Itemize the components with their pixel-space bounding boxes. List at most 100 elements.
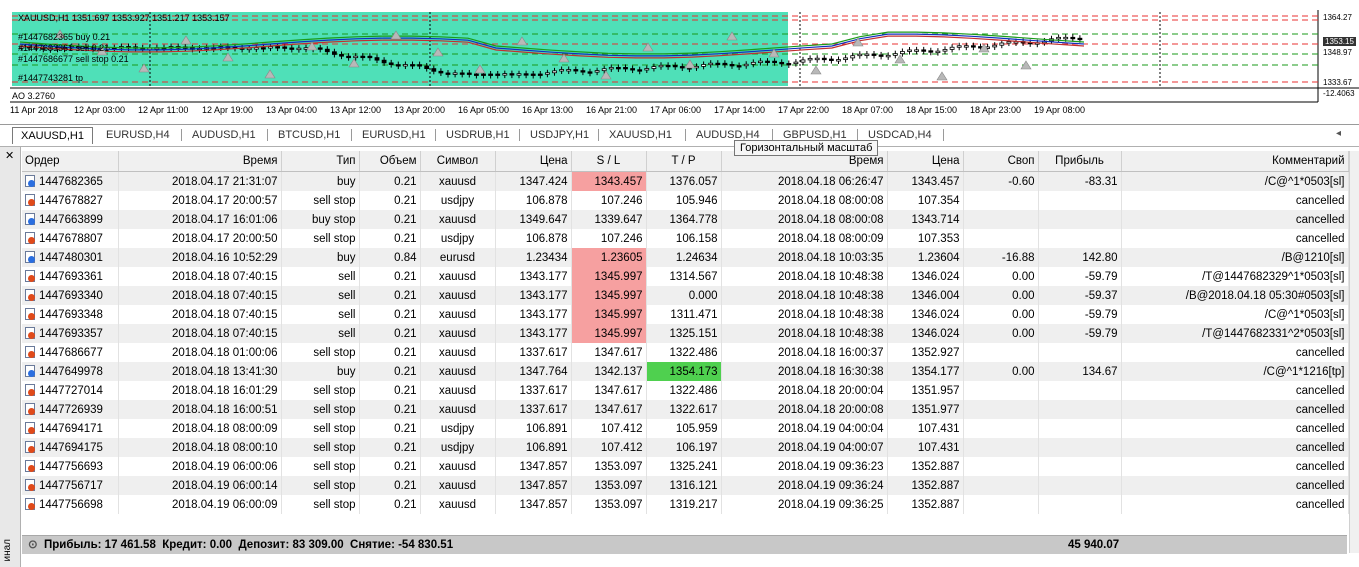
tab-chart[interactable]: EURUSD,H4 xyxy=(106,129,170,141)
candle-body xyxy=(963,45,969,48)
table-row[interactable]: 1447694171 2018.04.18 08:00:09 sell stop 0.… xyxy=(22,419,1349,438)
tab-chart[interactable]: XAUUSD,H1 xyxy=(12,127,93,144)
table-row[interactable]: 1447693348 2018.04.18 07:40:15 sell 0.21 xau… xyxy=(22,305,1349,324)
table-row[interactable]: 1447693340 2018.04.18 07:40:15 sell 0.21 xau… xyxy=(22,286,1349,305)
col-header-price[interactable]: Цена xyxy=(495,151,572,172)
table-row[interactable]: 1447756693 2018.04.19 06:00:06 sell stop 0.… xyxy=(22,457,1349,476)
candle-body xyxy=(473,73,479,76)
candle-body xyxy=(410,64,415,67)
vertical-scrollbar[interactable] xyxy=(1349,151,1359,553)
table-row[interactable]: 1447756717 2018.04.19 06:00:14 sell stop 0.… xyxy=(22,476,1349,495)
table-row[interactable]: 1447693361 2018.04.18 07:40:15 sell 0.21 xau… xyxy=(22,267,1349,286)
price-chart[interactable]: XAUUSD,H1 1351.697 1353.927 1351.217 135… xyxy=(0,0,1359,120)
table-row[interactable]: 1447678827 2018.04.17 20:00:57 sell stop 0.… xyxy=(22,191,1349,210)
col-header-close-time[interactable]: Время xyxy=(721,151,888,172)
candle-body xyxy=(928,50,934,53)
cell-open-price: 106.891 xyxy=(495,419,572,438)
table-row[interactable]: 1447694175 2018.04.18 08:00:10 sell stop 0.… xyxy=(22,438,1349,457)
table-row[interactable]: 1447726939 2018.04.18 16:00:51 sell stop 0.… xyxy=(22,400,1349,419)
summary-bar: ⊙ Прибыль: 17 461.58 Кредит: 0.00 Депози… xyxy=(22,535,1347,554)
table-row[interactable]: 1447663899 2018.04.17 16:01:06 buy stop 0.2… xyxy=(22,210,1349,229)
candle-body xyxy=(878,54,884,57)
cell-stop-loss: 1343.457 xyxy=(571,171,647,191)
tab-chart[interactable]: XAUUSD,H1 xyxy=(609,129,672,141)
cell-profit: 134.67 xyxy=(1038,362,1122,381)
col-header-close-price[interactable]: Цена xyxy=(887,151,964,172)
col-header-comment[interactable]: Комментарий xyxy=(1121,151,1349,172)
cell-take-profit: 105.959 xyxy=(646,419,722,438)
candle-body xyxy=(523,73,529,76)
cell-close-price: 1346.024 xyxy=(887,305,964,324)
col-header-swap[interactable]: Своп xyxy=(963,151,1039,172)
tab-chart[interactable]: USDRUB,H1 xyxy=(446,129,510,141)
cell-take-profit: 1354.173 xyxy=(646,362,722,381)
col-header-tp[interactable]: T / P xyxy=(646,151,722,172)
col-header-time[interactable]: Время xyxy=(118,151,282,172)
tab-chart[interactable]: AUDUSD,H4 xyxy=(696,129,760,141)
cell-open-price: 106.878 xyxy=(495,191,572,210)
cell-order-id: 1447686677 xyxy=(22,343,119,362)
col-header-type[interactable]: Тип xyxy=(281,151,360,172)
table-row[interactable]: 1447649978 2018.04.18 13:41:30 buy 0.21 xauu… xyxy=(22,362,1349,381)
y-axis-label: 1333.67 xyxy=(1323,78,1352,87)
table-row[interactable]: 1447727014 2018.04.18 16:01:29 sell stop 0.… xyxy=(22,381,1349,400)
table-row[interactable]: 1447756698 2018.04.19 06:00:09 sell stop 0.… xyxy=(22,495,1349,514)
candle-body xyxy=(786,63,792,66)
x-axis-label: 16 Apr 05:00 xyxy=(458,105,510,115)
candle-body xyxy=(417,64,423,67)
summary-icon: ⊙ xyxy=(28,539,38,551)
tab-chart[interactable]: AUDUSD,H1 xyxy=(192,129,256,141)
candle-body xyxy=(779,61,785,65)
chart-canvas[interactable] xyxy=(0,0,1359,120)
cell-take-profit: 1314.567 xyxy=(646,267,722,286)
trade-arrow-icon xyxy=(390,30,402,40)
order-id-text: 1447649978 xyxy=(39,366,103,378)
col-header-sl[interactable]: S / L xyxy=(571,151,647,172)
table-row[interactable]: 1447682365 2018.04.17 21:31:07 buy 0.21 xauu… xyxy=(22,171,1349,191)
cell-comment: cancelled xyxy=(1121,476,1349,495)
cell-open-time: 2018.04.19 06:00:06 xyxy=(118,457,282,476)
cell-close-time: 2018.04.18 10:48:38 xyxy=(721,267,888,286)
table-row[interactable]: 1447686677 2018.04.18 01:00:06 sell stop 0.… xyxy=(22,343,1349,362)
cell-profit xyxy=(1038,210,1122,229)
order-id-text: 1447686677 xyxy=(39,347,103,359)
col-header-profit[interactable]: Прибыль xyxy=(1038,151,1122,172)
table-row[interactable]: 1447693357 2018.04.18 07:40:15 sell 0.21 xau… xyxy=(22,324,1349,343)
cell-symbol: eurusd xyxy=(420,248,496,267)
cell-open-time: 2018.04.18 13:41:30 xyxy=(118,362,282,381)
col-header-volume[interactable]: Объем xyxy=(359,151,421,172)
table-row[interactable]: 1447480301 2018.04.16 10:52:29 buy 0.84 euru… xyxy=(22,248,1349,267)
cell-open-price: 1337.617 xyxy=(495,400,572,419)
tab-chart[interactable]: GBPUSD,H1 xyxy=(783,129,847,141)
candle-body xyxy=(374,57,380,61)
candle-body xyxy=(424,65,430,69)
cell-take-profit: 1322.486 xyxy=(646,343,722,362)
sell-order-icon xyxy=(25,422,35,434)
cell-swap xyxy=(963,229,1039,248)
cell-comment: /T@1447682331^2*0503[sl] xyxy=(1121,324,1349,343)
table-row[interactable]: 1447678807 2018.04.17 20:00:50 sell stop 0.… xyxy=(22,229,1349,248)
cell-comment: cancelled xyxy=(1121,343,1349,362)
cell-close-time: 2018.04.19 09:36:24 xyxy=(721,476,888,495)
tab-chart[interactable]: USDCAD,H4 xyxy=(868,129,932,141)
cell-open-price: 1343.177 xyxy=(495,267,572,286)
tab-chart[interactable]: EURUSD,H1 xyxy=(362,129,426,141)
order-id-text: 1447693361 xyxy=(39,271,103,283)
candle-body xyxy=(317,47,323,50)
tabs-scroll-left-icon[interactable]: ◂ xyxy=(1336,128,1342,139)
cell-close-time: 2018.04.18 08:00:08 xyxy=(721,191,888,210)
col-header-order[interactable]: Ордер xyxy=(22,151,119,172)
cell-close-price: 1351.977 xyxy=(887,400,964,419)
close-icon[interactable]: ✕ xyxy=(5,150,15,162)
cell-swap: -16.88 xyxy=(963,248,1039,267)
col-header-symbol[interactable]: Символ xyxy=(420,151,496,172)
candle-body xyxy=(431,68,437,72)
cell-profit xyxy=(1038,343,1122,362)
tab-separator xyxy=(685,129,686,141)
tab-chart[interactable]: BTCUSD,H1 xyxy=(278,129,341,141)
cell-volume: 0.21 xyxy=(359,286,421,305)
candle-body xyxy=(722,62,728,66)
cell-symbol: xauusd xyxy=(420,476,496,495)
candle-body xyxy=(388,62,394,65)
tab-chart[interactable]: USDJPY,H1 xyxy=(530,129,590,141)
